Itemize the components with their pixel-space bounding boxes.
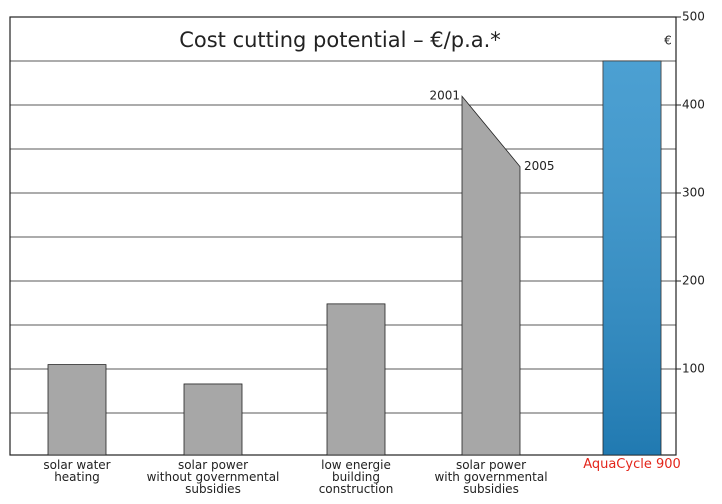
chart-title: Cost cutting potential – €/p.a.* <box>179 28 501 52</box>
series-label: 2001 <box>429 89 460 103</box>
bar-shade <box>603 61 661 455</box>
bar <box>47 364 107 456</box>
x-tick-label: low energie building construction <box>318 458 394 496</box>
y-tick-label: 200 <box>682 274 705 288</box>
x-tick-label: AquaCycle 900 <box>583 457 681 472</box>
y-tick-label: 100 <box>682 362 705 376</box>
y-tick-label: 300 <box>682 186 705 200</box>
x-tick-label: solar power without governmental subsidi… <box>146 458 280 496</box>
bar <box>461 95 521 456</box>
x-tick-label: solar water heating <box>43 458 111 484</box>
y-tick-label: 400 <box>682 98 705 112</box>
x-tick-label: solar power with governmental subsidies <box>434 458 548 496</box>
unit-label: € <box>664 34 672 48</box>
series-label: 2005 <box>524 159 555 173</box>
y-tick-label: 500 <box>682 10 705 24</box>
bar <box>183 383 243 456</box>
bar <box>326 303 386 456</box>
